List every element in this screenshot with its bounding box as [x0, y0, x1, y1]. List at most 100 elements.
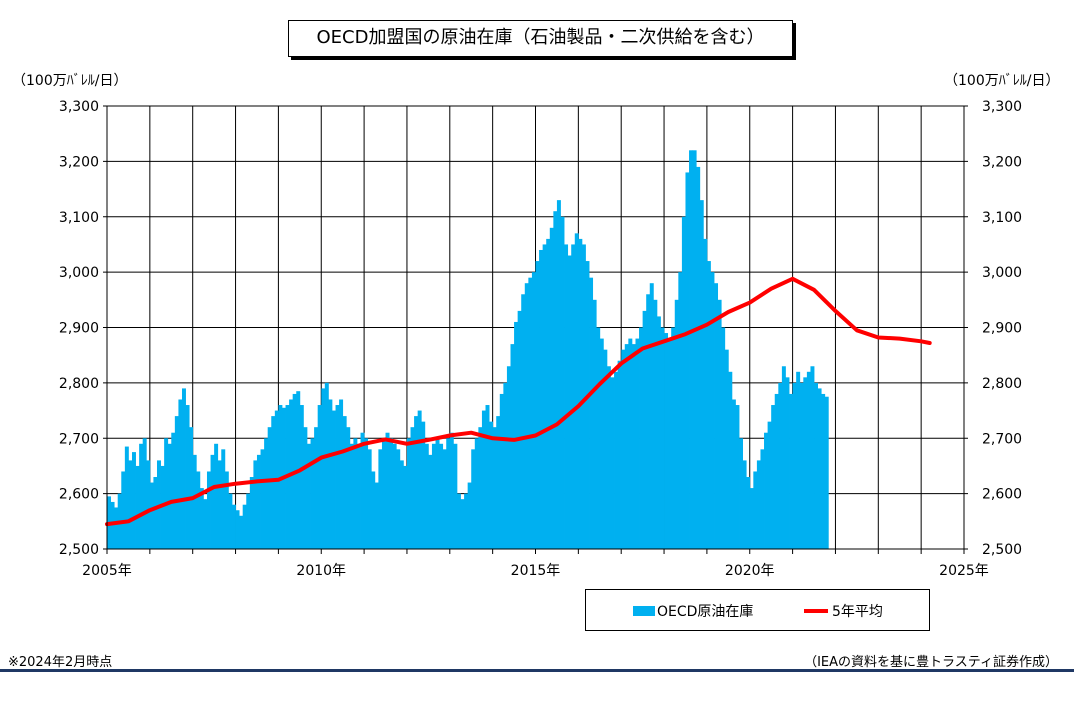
- bar: [349, 443, 354, 549]
- y-tick-label-left: 3,300: [59, 99, 99, 115]
- bar: [228, 493, 233, 549]
- bar: [581, 244, 586, 549]
- bar: [489, 421, 494, 549]
- y-tick-label-right: 2,500: [982, 542, 1022, 558]
- y-tick-label-left: 2,700: [59, 431, 99, 447]
- bar: [424, 443, 429, 549]
- bar: [231, 504, 236, 549]
- bar: [474, 438, 479, 549]
- bar: [378, 449, 383, 549]
- bar: [764, 432, 769, 549]
- bar: [599, 338, 604, 549]
- bar: [485, 405, 490, 549]
- bar: [356, 443, 361, 549]
- inventory-bars: [107, 150, 829, 550]
- bar: [428, 454, 433, 549]
- bar: [571, 244, 576, 549]
- bar: [110, 501, 115, 549]
- bar: [417, 410, 422, 549]
- x-tick-label: 2020年: [725, 563, 775, 579]
- bar: [335, 405, 340, 549]
- bar: [742, 460, 747, 549]
- bar: [681, 216, 686, 549]
- bar: [574, 233, 579, 550]
- bar: [671, 327, 676, 549]
- bar: [224, 471, 229, 549]
- bar: [589, 277, 594, 549]
- footnote-source: （IEAの資料を基に豊トラスティ証券作成）: [804, 655, 1058, 670]
- bar: [821, 393, 826, 549]
- bar: [496, 416, 501, 549]
- bar: [114, 507, 119, 549]
- bar: [221, 449, 226, 549]
- bar: [735, 405, 740, 549]
- bar: [617, 360, 622, 549]
- bar: [703, 238, 708, 549]
- y-tick-label-left: 2,500: [59, 542, 99, 558]
- bar: [631, 344, 636, 549]
- bar: [796, 371, 801, 549]
- bar: [539, 249, 544, 549]
- bar: [324, 382, 329, 549]
- bar: [153, 477, 158, 549]
- bar: [781, 366, 786, 549]
- bottom-rule: [0, 669, 1074, 672]
- bar: [628, 338, 633, 549]
- bar: [406, 438, 411, 549]
- y-tick-label-left: 3,100: [59, 210, 99, 226]
- bar: [649, 283, 654, 549]
- bar: [374, 482, 379, 549]
- bar: [249, 477, 254, 549]
- bar: [503, 382, 508, 549]
- bar: [306, 443, 311, 549]
- bar: [381, 438, 386, 549]
- bar: [760, 449, 765, 549]
- bar: [564, 244, 569, 549]
- bar: [553, 211, 558, 549]
- bar: [756, 460, 761, 549]
- bar: [217, 460, 222, 549]
- bar: [471, 449, 476, 549]
- bar: [510, 344, 515, 549]
- bar: [456, 493, 461, 549]
- bar: [721, 327, 726, 549]
- bar: [710, 272, 715, 549]
- bar: [242, 504, 247, 549]
- bar: [667, 338, 672, 549]
- bar: [264, 438, 269, 549]
- bar: [724, 349, 729, 549]
- bar: [646, 294, 651, 549]
- bar: [239, 515, 244, 549]
- bar: [442, 449, 447, 549]
- bar: [299, 405, 304, 549]
- bar: [699, 200, 704, 549]
- bar: [414, 416, 419, 549]
- bar: [135, 465, 140, 549]
- bar: [271, 416, 276, 549]
- bar: [314, 427, 319, 549]
- y-tick-label-left: 3,200: [59, 154, 99, 170]
- y-tick-label-right: 2,800: [982, 376, 1022, 392]
- bar: [367, 449, 372, 549]
- bar: [160, 465, 165, 549]
- five-year-average-line: [105, 276, 932, 527]
- bar: [746, 477, 751, 549]
- chart-title: OECD加盟国の原油在庫（石油製品・二次供給を含む）: [288, 20, 793, 57]
- bar: [535, 261, 540, 549]
- bar: [385, 432, 390, 549]
- bar: [267, 427, 272, 549]
- bar: [439, 443, 444, 549]
- y-tick-label-right: 2,700: [982, 431, 1022, 447]
- footnote-date: ※2024年2月時点: [8, 655, 113, 670]
- bar: [303, 427, 308, 549]
- bar: [453, 443, 458, 549]
- bar: [596, 327, 601, 549]
- bar: [560, 216, 565, 549]
- bar: [610, 377, 615, 549]
- legend-label-average: 5年平均: [832, 604, 883, 620]
- bar: [639, 327, 644, 549]
- y-tick-label-left: 2,900: [59, 321, 99, 337]
- bar: [121, 471, 126, 549]
- bar: [749, 488, 754, 549]
- bar: [171, 432, 176, 549]
